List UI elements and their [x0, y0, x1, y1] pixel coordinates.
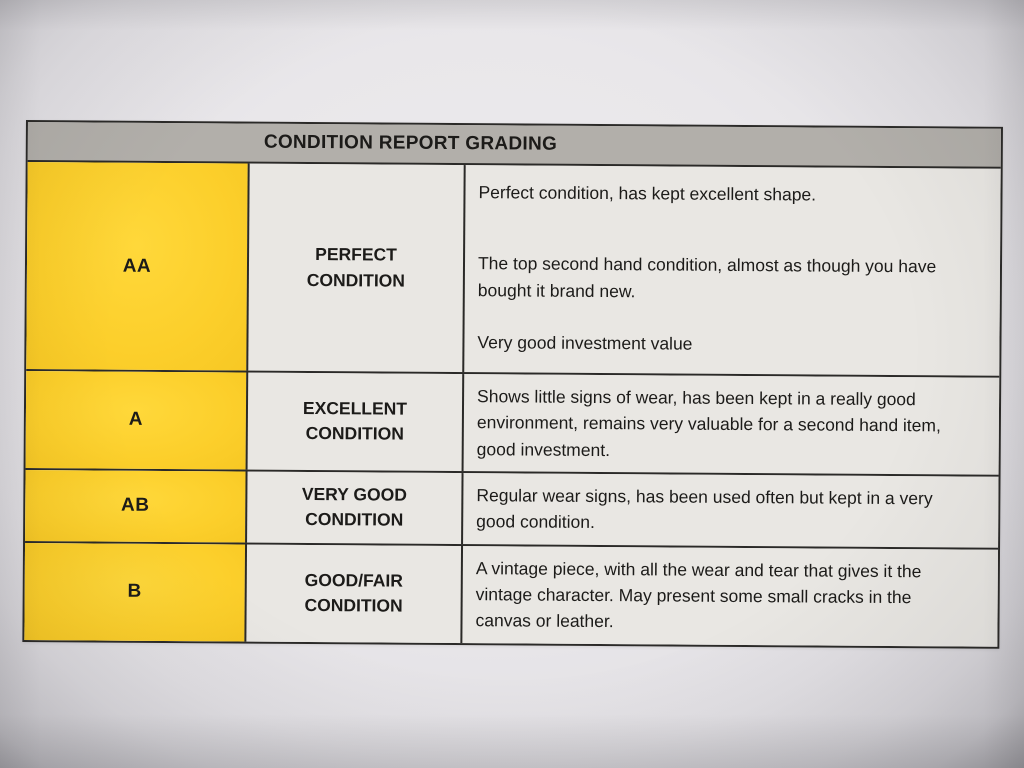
- description-paragraph: Perfect condition, has kept excellent sh…: [478, 182, 817, 205]
- table-row-aa: AA PERFECT CONDITION Perfect condition, …: [26, 162, 1001, 378]
- grade-description-cell: Shows little signs of wear, has been kep…: [464, 374, 1000, 474]
- grade-name-cell: GOOD/FAIR CONDITION: [246, 544, 464, 643]
- grade-name-cell: PERFECT CONDITION: [248, 163, 466, 373]
- grade-code-cell: B: [24, 542, 248, 642]
- description-paragraph: The top second hand condition, almost as…: [477, 253, 937, 301]
- grade-description-cell: Regular wear signs, has been used often …: [463, 473, 998, 548]
- grade-description-cell: A vintage piece, with all the wear and t…: [462, 546, 998, 647]
- condition-grading-table: CONDITION REPORT GRADING AA PERFECT COND…: [22, 120, 1003, 649]
- table-header-row: CONDITION REPORT GRADING: [27, 122, 1001, 169]
- table-title: CONDITION REPORT GRADING: [263, 131, 558, 155]
- grade-name-cell: EXCELLENT CONDITION: [247, 372, 465, 471]
- grade-code-cell: AB: [25, 469, 248, 543]
- description-paragraph: Regular wear signs, has been used often …: [476, 485, 933, 533]
- grade-name-cell: VERY GOOD CONDITION: [247, 471, 464, 544]
- description-paragraph: Shows little signs of wear, has been kep…: [476, 386, 941, 460]
- table-row-b: B GOOD/FAIR CONDITION A vintage piece, w…: [24, 542, 999, 647]
- grade-description-cell: Perfect condition, has kept excellent sh…: [464, 165, 1000, 376]
- grade-code-cell: AA: [26, 162, 250, 371]
- description-paragraph: Very good investment value: [477, 331, 693, 354]
- table-row-ab: AB VERY GOOD CONDITION Regular wear sign…: [25, 469, 999, 550]
- description-paragraph: A vintage piece, with all the wear and t…: [475, 558, 922, 632]
- table-row-a: A EXCELLENT CONDITION Shows little signs…: [25, 371, 1000, 477]
- grade-code-cell: A: [25, 371, 249, 470]
